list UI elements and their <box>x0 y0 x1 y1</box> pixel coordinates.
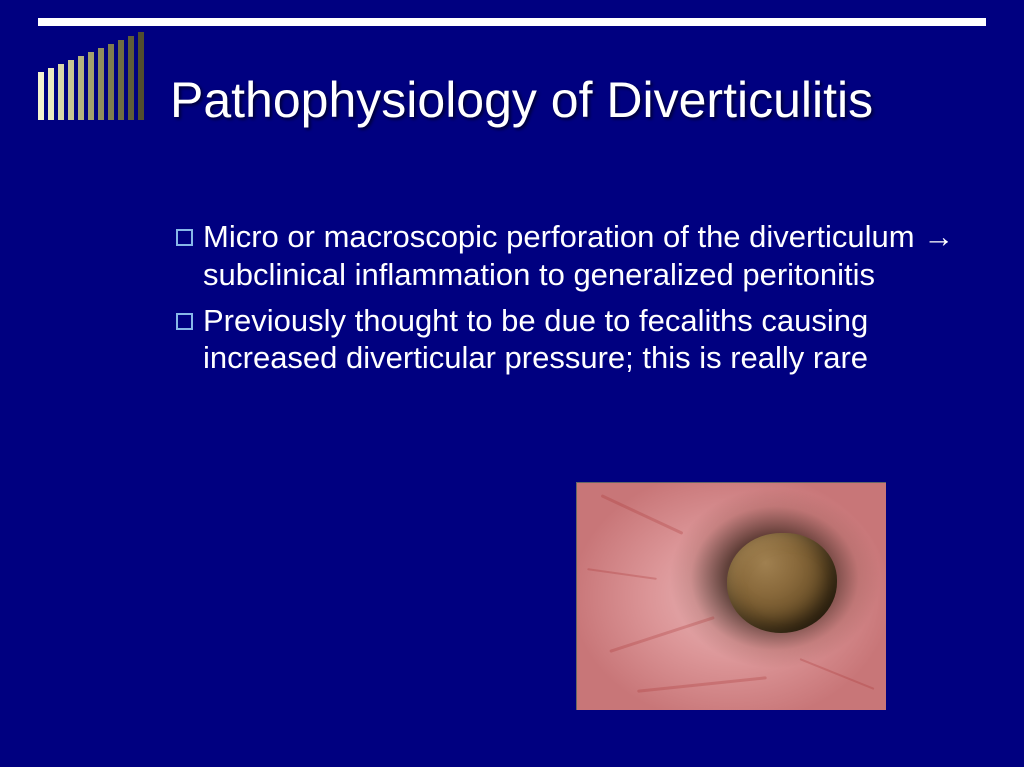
decorative-stripes <box>38 30 158 120</box>
stripe-bar <box>98 48 104 120</box>
bullet-text: Previously thought to be due to fecalith… <box>203 302 964 378</box>
fecalith-stone <box>727 533 837 633</box>
stripe-bar <box>68 60 74 120</box>
endoscopy-image <box>576 482 886 710</box>
stripe-bar <box>58 64 64 120</box>
stripe-bar <box>38 72 44 120</box>
stripe-bar <box>108 44 114 120</box>
bullet-list: Micro or macroscopic perforation of the … <box>176 218 964 385</box>
bullet-item: Micro or macroscopic perforation of the … <box>176 218 964 294</box>
bullet-square-icon <box>176 229 193 246</box>
accent-top-bar <box>38 18 986 26</box>
bullet-text: Micro or macroscopic perforation of the … <box>203 218 964 294</box>
stripe-bar <box>138 32 144 120</box>
slide-title-block: Pathophysiology of Diverticulitis <box>170 72 964 130</box>
stripe-bar <box>118 40 124 120</box>
stripe-bar <box>128 36 134 120</box>
bullet-item: Previously thought to be due to fecalith… <box>176 302 964 378</box>
stripe-bar <box>48 68 54 120</box>
stripe-bar <box>78 56 84 120</box>
slide-title: Pathophysiology of Diverticulitis <box>170 72 964 130</box>
stripe-bar <box>88 52 94 120</box>
bullet-square-icon <box>176 313 193 330</box>
